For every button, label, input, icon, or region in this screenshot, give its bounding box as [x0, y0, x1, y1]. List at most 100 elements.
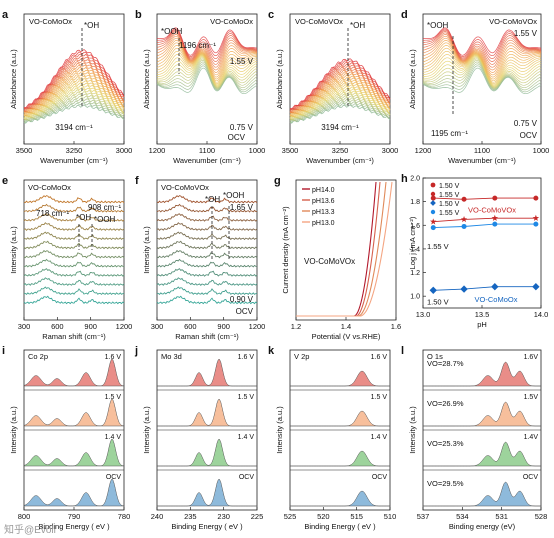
- x-tick-label: 240: [151, 512, 164, 521]
- row-potential: 1.5 V: [371, 394, 388, 401]
- data-point: [532, 214, 540, 221]
- x-tick-label: 3500: [16, 146, 33, 155]
- y-axis-label: Intensity (a.u.): [275, 406, 284, 454]
- spectrum-line: [289, 104, 391, 124]
- x-tick-label: 800: [18, 512, 31, 521]
- annotation: 3194 cm⁻¹: [321, 123, 359, 132]
- legend-swatch: [430, 191, 436, 197]
- panel-i: i 800 790 780 Binding Energy ( eV ) Intensity…: [2, 345, 130, 531]
- annotation: 1196 cm⁻¹: [179, 41, 216, 50]
- x-tick-label: 1.6: [391, 322, 401, 331]
- xps-envelope: [23, 359, 125, 387]
- annotation: *OOH: [223, 191, 245, 200]
- x-tick-label: 534: [456, 512, 469, 521]
- spectrum-line: [23, 295, 125, 305]
- y-axis-label: Absorbance (a.u.): [275, 49, 284, 109]
- x-tick-label: 225: [251, 512, 264, 521]
- legend-label: pH14.0: [312, 187, 335, 194]
- vo-ratio: VO=26.9%: [427, 399, 464, 408]
- annotation: *OH: [84, 21, 99, 30]
- spectrum-line: [23, 64, 125, 113]
- plot-frame: [295, 179, 397, 321]
- legend-label: 1.50 V: [439, 183, 460, 190]
- data-point: [460, 215, 468, 223]
- spectrum-line: [23, 93, 125, 121]
- spectrum-line: [422, 67, 542, 95]
- spectrum-line: [23, 80, 125, 117]
- annotation: OCV: [236, 307, 254, 316]
- x-axis-label: Wavenumber (cm⁻¹): [173, 156, 241, 165]
- annotation: 1.55 V: [230, 57, 254, 66]
- xps-envelope: [23, 399, 125, 427]
- legend-swatch: [430, 182, 436, 188]
- panel-k: k 525 520 515 510 Binding Energy ( eV ) Intens…: [268, 345, 396, 531]
- panel-title: V 2p: [294, 352, 309, 361]
- annotation: 0.75 V: [230, 123, 254, 132]
- panel-title: VO-CoMoOx: [28, 183, 71, 192]
- x-axis-label: pH: [477, 320, 487, 329]
- spectrum-line: [23, 97, 125, 122]
- annotation: 1.55 V: [514, 29, 538, 38]
- annotation: *OOH: [427, 21, 449, 30]
- row-potential: 1.5 V: [105, 394, 122, 401]
- panel-letter: j: [134, 345, 138, 357]
- annotation: 1.65 V: [230, 203, 254, 212]
- spectrum-line: [157, 27, 258, 56]
- spectrum-line: [156, 29, 258, 59]
- x-tick-label: 1200: [116, 322, 133, 331]
- x-tick-label: 3000: [116, 146, 133, 155]
- annotation: 1.55 V: [427, 242, 449, 251]
- x-axis-label: Binding Energy ( eV ): [304, 522, 376, 531]
- xps-envelope: [157, 359, 257, 387]
- x-tick-label: 900: [217, 322, 230, 331]
- x-tick-label: 900: [84, 322, 97, 331]
- x-axis-label: Binding Energy ( eV ): [38, 522, 110, 531]
- vo-ratio: VO=29.5%: [427, 479, 464, 488]
- annotation: 3194 cm⁻¹: [55, 123, 93, 132]
- y-tick-label: 1.8: [410, 199, 420, 206]
- panel-title: VO-CoMoVOx: [161, 183, 209, 192]
- panel-letter: d: [401, 9, 408, 21]
- panel-title: Co 2p: [28, 352, 48, 361]
- spectrum-line: [422, 35, 542, 71]
- spectrum-line: [23, 286, 125, 296]
- panel-title: Mo 3d: [161, 352, 182, 361]
- panel-letter: c: [268, 9, 274, 21]
- spectrum-line: [289, 58, 391, 110]
- spectrum-line: [156, 37, 258, 73]
- spectrum-line: [23, 249, 125, 259]
- panel-title: VO-CoMoVOx: [304, 257, 355, 266]
- panel-title: VO-CoMoVOx: [489, 17, 537, 26]
- data-point: [533, 221, 539, 227]
- spectrum-line: [289, 61, 391, 110]
- row-potential: 1.6 V: [371, 354, 388, 361]
- annotation: 0.90 V: [230, 295, 254, 304]
- annotation: *OOH: [161, 27, 183, 36]
- panel-e: e 300 600 900 1200 Raman shift (cm⁻¹) Intensit…: [2, 175, 132, 341]
- row-potential: 1.4 V: [238, 434, 255, 441]
- x-axis-label: Wavenumber (cm⁻¹): [306, 156, 374, 165]
- spectrum-line: [23, 95, 125, 121]
- series-line: [433, 197, 536, 200]
- x-tick-label: 1100: [474, 146, 490, 155]
- y-axis-label: Current density (mA cm⁻²): [281, 206, 290, 294]
- y-tick-label: 1.0: [410, 294, 420, 301]
- spectrum-line: [289, 71, 391, 114]
- panel-title: VO-CoMoOx: [29, 17, 72, 26]
- plot-frame: [23, 179, 125, 321]
- x-tick-label: 1.4: [341, 322, 351, 331]
- spectrum-line: [23, 104, 125, 124]
- spectrum-line: [156, 213, 258, 222]
- x-tick-label: 13.5: [475, 310, 490, 319]
- xps-envelope: [423, 361, 541, 387]
- annotation: 718 cm⁻¹: [36, 209, 69, 218]
- spectrum-line: [156, 258, 258, 268]
- x-tick-label: 1100: [199, 146, 215, 155]
- legend-label: pH13.3: [312, 209, 335, 216]
- xps-envelope: [157, 399, 257, 427]
- panel-j: j 240 235 230 225 Binding Energy ( eV ) Intens…: [134, 345, 263, 531]
- vo-ratio: VO=25.3%: [427, 439, 464, 448]
- data-point: [491, 283, 499, 291]
- spectrum-line: [23, 48, 125, 109]
- data-point: [461, 223, 467, 229]
